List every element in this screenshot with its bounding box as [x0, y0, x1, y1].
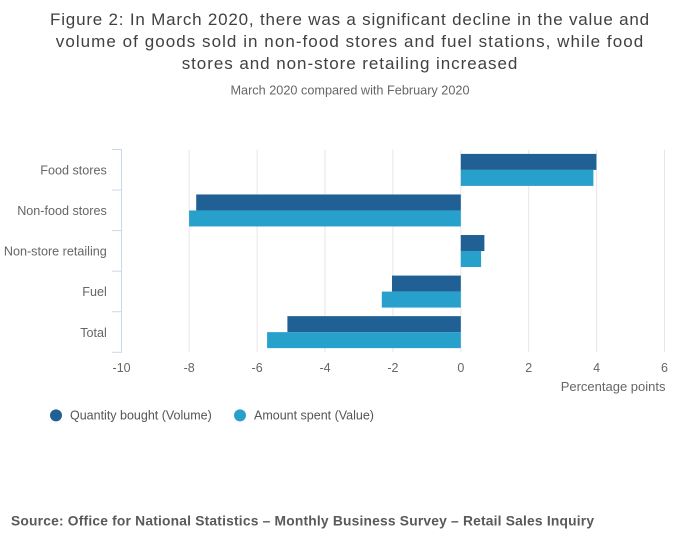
svg-text:0: 0	[457, 361, 464, 375]
svg-text:Figure 2: In March 2020, there: Figure 2: In March 2020, there was a sig…	[50, 10, 650, 29]
svg-text:-6: -6	[252, 361, 263, 375]
svg-text:Quantity bought (Volume): Quantity bought (Volume)	[70, 409, 212, 423]
svg-text:Non-food stores: Non-food stores	[17, 204, 107, 218]
svg-text:-4: -4	[319, 361, 330, 375]
svg-text:volume of goods sold in non-fo: volume of goods sold in non-food stores …	[56, 32, 644, 51]
svg-text:Food stores: Food stores	[40, 164, 107, 178]
svg-text:Fuel: Fuel	[82, 285, 107, 299]
svg-text:Total: Total	[80, 326, 107, 340]
svg-text:6: 6	[661, 361, 668, 375]
svg-text:-8: -8	[184, 361, 195, 375]
svg-text:4: 4	[593, 361, 600, 375]
svg-text:stores and non-store retailing: stores and non-store retailing increased	[182, 54, 519, 73]
svg-text:2: 2	[525, 361, 532, 375]
svg-text:Source: Office for National St: Source: Office for National Statistics –…	[11, 514, 594, 529]
svg-text:-2: -2	[387, 361, 398, 375]
svg-text:Amount spent (Value): Amount spent (Value)	[254, 409, 374, 423]
svg-text:Percentage points: Percentage points	[561, 379, 666, 394]
svg-text:March 2020 compared with Febru: March 2020 compared with February 2020	[230, 84, 469, 98]
svg-text:-10: -10	[113, 361, 131, 375]
svg-text:Non-store retailing: Non-store retailing	[4, 245, 107, 259]
